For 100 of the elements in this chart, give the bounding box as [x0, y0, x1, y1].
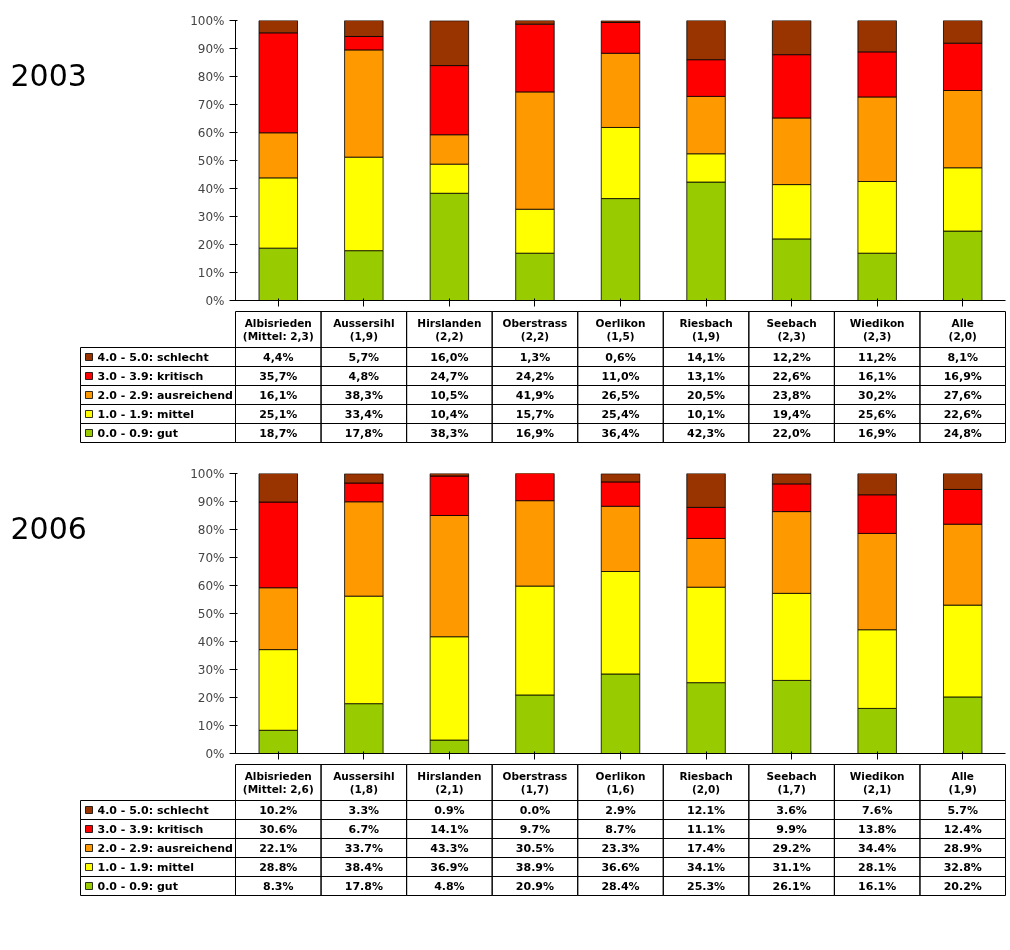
data-label: 10,5% — [430, 388, 469, 402]
y-tick-label: 70% — [197, 97, 225, 112]
data-label: 28.8% — [259, 860, 298, 874]
data-label: 3.6% — [776, 803, 807, 817]
data-label: 38,3% — [344, 388, 383, 402]
data-label: 36,4% — [601, 426, 640, 440]
category-label: Wiedikon (2,1) — [849, 770, 905, 795]
data-label: 6.7% — [348, 822, 380, 836]
category-label: Oerlikon (1,6) — [595, 770, 646, 795]
data-label: 24,7% — [430, 369, 469, 383]
category-label: Riesbach (1,9) — [679, 317, 733, 342]
data-label: 0.0% — [519, 803, 551, 817]
data-label: 22.1% — [259, 841, 298, 855]
data-label: 20,5% — [686, 388, 726, 402]
data-label: 24,8% — [943, 426, 982, 440]
text: 2006 — [10, 510, 87, 546]
y-tick-label: 90% — [197, 494, 225, 509]
data-label: 4,8% — [348, 369, 380, 383]
legend-label: 3.0 - 3.9: kritisch — [97, 369, 204, 383]
data-label: 12.4% — [943, 822, 982, 836]
data-label: 8.3% — [263, 879, 294, 893]
data-label: 34.4% — [858, 841, 897, 855]
y-tick-label: 0% — [205, 746, 225, 761]
data-label: 9.7% — [519, 822, 551, 836]
data-label: 27,6% — [943, 388, 982, 402]
data-label: 42,3% — [686, 426, 726, 440]
category-label: Oerlikon (1,5) — [595, 317, 646, 342]
data-label: 29.2% — [772, 841, 811, 855]
data-label: 33,4% — [344, 407, 383, 421]
data-label: 12.1% — [686, 803, 726, 817]
category-label: Aussersihl (1,9) — [333, 317, 395, 342]
data-label: 14,1% — [686, 350, 726, 364]
text: 2003 — [10, 57, 87, 93]
data-label: 14.1% — [430, 822, 469, 836]
category-label: Aussersihl (1,8) — [333, 770, 395, 795]
data-label: 19,4% — [772, 407, 811, 421]
category-label: Oberstrass (2,2) — [502, 317, 568, 342]
legend-label: 3.0 - 3.9: kritisch — [97, 822, 204, 836]
data-label: 3.3% — [348, 803, 380, 817]
data-label: 17.8% — [344, 879, 383, 893]
data-label: 18,7% — [259, 426, 298, 440]
data-label: 41,9% — [515, 388, 555, 402]
data-label: 11,0% — [601, 369, 640, 383]
data-label: 38.4% — [344, 860, 383, 874]
data-label: 17.4% — [686, 841, 726, 855]
category-label: Albisrieden (Mittel: 2,3) — [242, 317, 314, 342]
y-tick-label: 20% — [197, 237, 225, 252]
legend-label: 1.0 - 1.9: mittel — [97, 860, 194, 874]
y-tick-label: 40% — [197, 634, 225, 649]
data-label: 16,9% — [858, 426, 897, 440]
data-label: 13,1% — [686, 369, 726, 383]
legend-label: 2.0 - 2.9: ausreichend — [97, 388, 233, 402]
data-label: 5.7% — [947, 803, 978, 817]
data-label: 25,4% — [601, 407, 640, 421]
data-label: 15,7% — [515, 407, 555, 421]
data-label: 28.4% — [601, 879, 640, 893]
data-label: 9.9% — [776, 822, 807, 836]
data-label: 20.9% — [515, 879, 555, 893]
category-label: Seebach (1,7) — [766, 770, 817, 795]
data-label: 38.9% — [515, 860, 555, 874]
category-label: Seebach (2,3) — [766, 317, 817, 342]
legend-label: 1.0 - 1.9: mittel — [97, 407, 194, 421]
data-label: 30.6% — [259, 822, 298, 836]
data-label: 2.9% — [605, 803, 636, 817]
data-label: 10,4% — [430, 407, 469, 421]
y-tick-label: 80% — [197, 522, 225, 537]
data-label: 35,7% — [259, 369, 298, 383]
y-tick-label: 60% — [197, 125, 225, 140]
category-label: Wiedikon (2,3) — [849, 317, 905, 342]
data-label: 24,2% — [515, 369, 555, 383]
data-label: 25,1% — [259, 407, 298, 421]
y-tick-label: 30% — [197, 209, 225, 224]
y-tick-label: 100% — [190, 13, 225, 28]
data-label: 22,6% — [772, 369, 811, 383]
category-label: Riesbach (2,0) — [679, 770, 733, 795]
y-tick-label: 80% — [197, 69, 225, 84]
data-label: 32.8% — [943, 860, 982, 874]
legend-label: 0.0 - 0.9: gut — [97, 879, 178, 893]
data-label: 31.1% — [772, 860, 811, 874]
legend-label: 4.0 - 5.0: schlecht — [97, 350, 209, 364]
data-label: 30,2% — [858, 388, 897, 402]
category-label: Hirslanden (2,1) — [417, 770, 482, 795]
y-tick-label: 70% — [197, 550, 225, 565]
data-label: 16,9% — [943, 369, 982, 383]
y-tick-label: 60% — [197, 578, 225, 593]
category-label: Alle (2,0) — [948, 317, 977, 342]
data-label: 17,8% — [344, 426, 383, 440]
data-label: 8.7% — [605, 822, 636, 836]
category-label: Alle (1,9) — [948, 770, 977, 795]
data-label: 5,7% — [348, 350, 380, 364]
y-tick-label: 10% — [197, 718, 225, 733]
data-label: 22,0% — [772, 426, 811, 440]
legend-label: 0.0 - 0.9: gut — [97, 426, 178, 440]
y-tick-label: 50% — [197, 153, 225, 168]
data-label: 1,3% — [519, 350, 551, 364]
data-label: 16,1% — [259, 388, 298, 402]
category-label: Oberstrass (1,7) — [502, 770, 568, 795]
data-label: 26,5% — [601, 388, 640, 402]
y-tick-label: 50% — [197, 606, 225, 621]
data-label: 23.3% — [601, 841, 640, 855]
